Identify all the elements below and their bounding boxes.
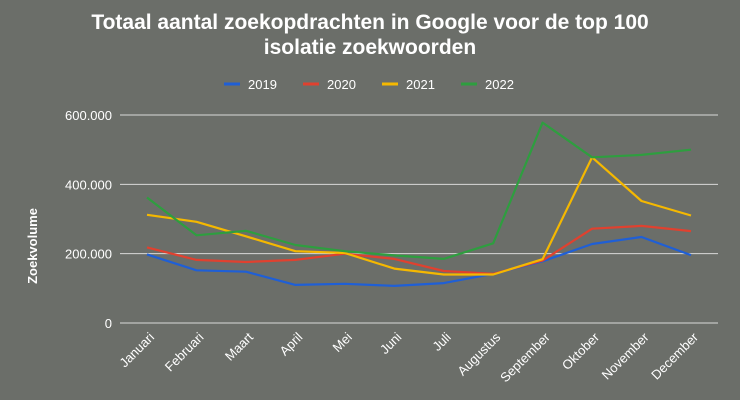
- x-axis-ticks: Januari Februari Maart April Mei Juni Juli Augu…: [116, 329, 701, 385]
- x-tick-label: Augustus: [454, 329, 503, 378]
- legend: 2019 2020 2021 2022: [224, 77, 514, 92]
- legend-label-2020: 2020: [327, 77, 356, 92]
- legend-label-2022: 2022: [485, 77, 514, 92]
- chart-title-line-2: isolatie zoekwoorden: [264, 36, 476, 59]
- x-tick-label: Februari: [162, 329, 207, 374]
- x-tick-label: April: [276, 329, 305, 358]
- x-tick-label: Maart: [222, 329, 256, 363]
- y-tick-label: 600.000: [65, 108, 112, 123]
- y-tick-label: 0: [105, 316, 112, 331]
- series-line-2020: [146, 224, 692, 275]
- gridlines: [120, 114, 718, 324]
- x-tick-label: Januari: [116, 329, 157, 370]
- y-tick-label: 200.000: [65, 247, 112, 262]
- x-tick-label: September: [497, 329, 553, 385]
- y-axis-label: Zoekvolume: [25, 208, 40, 284]
- series-line-2021: [146, 156, 692, 276]
- series-line-2022: [146, 121, 692, 260]
- x-tick-label: Juli: [429, 329, 453, 353]
- y-axis-ticks: 0 200.000 400.000 600.000: [65, 108, 112, 331]
- x-tick-label: Oktober: [559, 329, 603, 373]
- legend-label-2021: 2021: [406, 77, 435, 92]
- series-line-2019: [146, 235, 692, 287]
- chart-title-line-1: Totaal aantal zoekopdrachten in Google v…: [91, 11, 648, 34]
- legend-label-2019: 2019: [248, 77, 277, 92]
- series-lines: [146, 121, 692, 287]
- x-tick-label: Mei: [330, 329, 355, 354]
- x-tick-label: Juni: [377, 329, 405, 357]
- x-tick-label: November: [599, 329, 652, 382]
- y-tick-label: 400.000: [65, 177, 112, 192]
- x-tick-label: December: [648, 329, 701, 382]
